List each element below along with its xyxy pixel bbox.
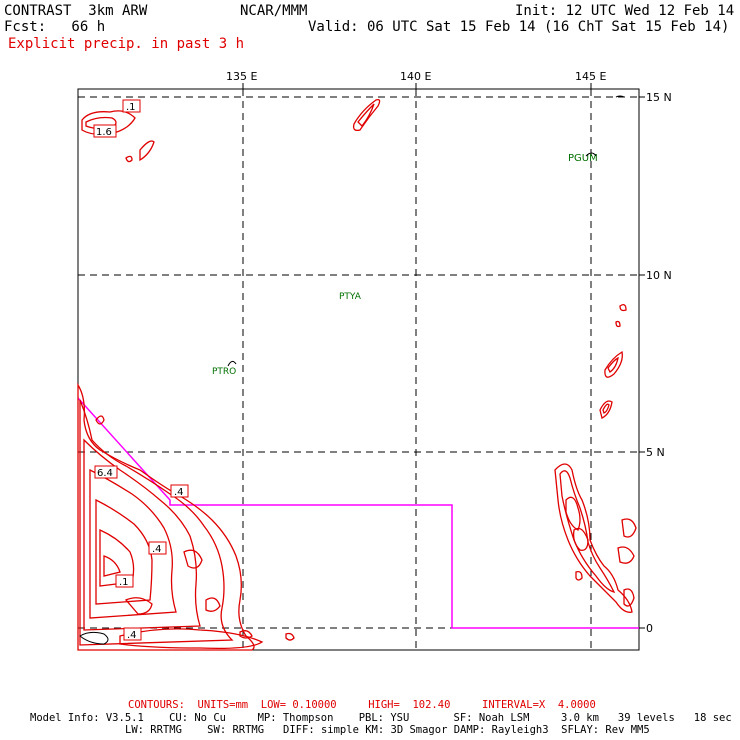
contour-label: .4 [174, 487, 184, 498]
lat-label-0: 0 [646, 622, 653, 635]
lat-label-10n: 10 N [646, 269, 672, 282]
contour-label: .4 [127, 630, 137, 641]
contour-sw-outer [77, 382, 255, 651]
init-time: Init: 12 UTC Wed 12 Feb 14 [515, 3, 735, 19]
field-title: Explicit precip. in past 3 h [8, 36, 245, 52]
contour-east-cluster [554, 463, 633, 613]
coastline-sw [79, 631, 109, 645]
contour-label: .1 [126, 102, 136, 113]
station-ptro: PTRO [212, 367, 236, 377]
coastline-ne [615, 95, 625, 98]
valid-time: Valid: 06 UTC Sat 15 Feb 14 (16 ChT Sat … [308, 19, 730, 35]
contour-label: .4 [152, 544, 162, 555]
model-info-line-1: Model Info: V3.5.1 CU: No Cu MP: Thompso… [30, 712, 732, 724]
lat-label-15n: 15 N [646, 91, 672, 104]
nested-domain-boundary [77, 397, 639, 629]
contour-label: 1.6 [96, 127, 112, 138]
model-title: CONTRAST 3km ARW [4, 3, 148, 19]
contours-info: CONTOURS: UNITS=mm LOW= 0.10000 HIGH= 10… [128, 699, 596, 711]
station-markers: PGUM PTYA PTRO [212, 152, 598, 377]
model-info-line-2: LW: RRTMG SW: RRTMG DIFF: simple KM: 3D … [125, 724, 650, 736]
contour-value-labels: .1 1.6 6.4 .4 .4 .1 .4 [93, 99, 189, 641]
graticule [78, 89, 639, 650]
station-ptya: PTYA [339, 292, 362, 302]
lon-label-145e: 145 E [575, 70, 606, 83]
contour-label: .1 [119, 577, 129, 588]
lon-label-135e: 135 E [226, 70, 257, 83]
lon-label-140e: 140 E [400, 70, 431, 83]
contour-label: 6.4 [97, 468, 113, 479]
map-frame [77, 88, 640, 651]
center-name: NCAR/MMM [240, 3, 308, 19]
contour-north-band [352, 98, 381, 132]
contour-east-1 [604, 350, 623, 378]
lat-label-5n: 5 N [646, 446, 665, 459]
station-pgum: PGUM [568, 153, 598, 164]
forecast-hour: Fcst: 66 h [4, 19, 106, 35]
precip-contours [77, 98, 637, 651]
